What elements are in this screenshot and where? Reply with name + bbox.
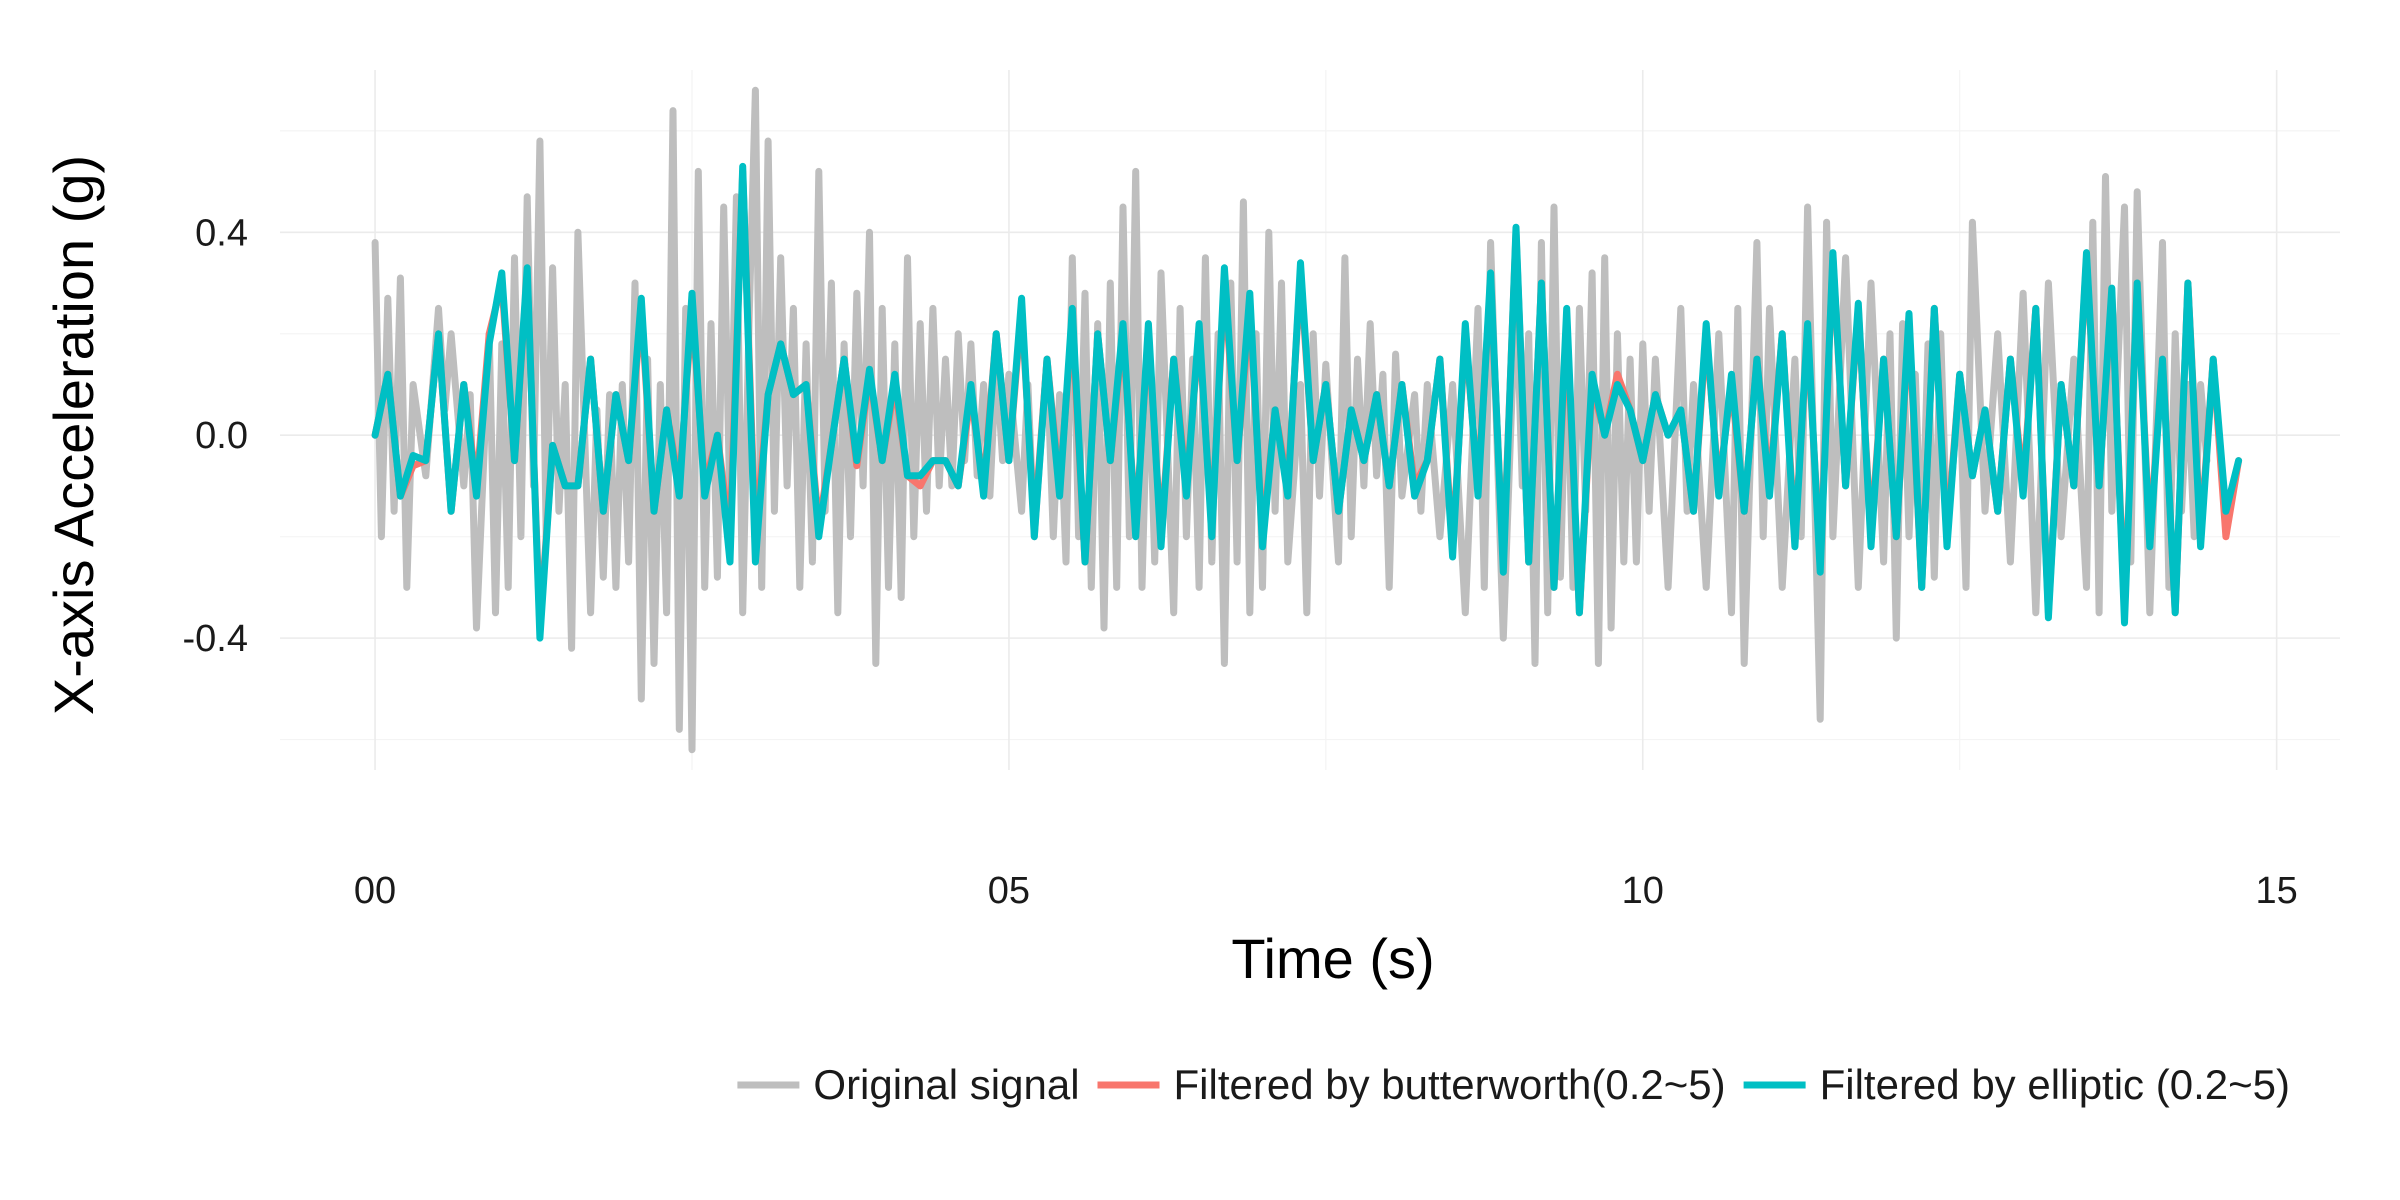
legend-item: Filtered by butterworth(0.2~5)	[1097, 1061, 1726, 1108]
y-tick-label: 0.0	[195, 415, 248, 457]
legend-item: Filtered by elliptic (0.2~5)	[1743, 1061, 2290, 1108]
y-axis-title: X-axis Acceleration (g)	[42, 155, 105, 715]
x-tick-label: 10	[1622, 870, 1664, 912]
legend-label: Filtered by butterworth(0.2~5)	[1174, 1061, 1726, 1108]
series-layer	[371, 86, 2243, 754]
x-tick-label: 05	[988, 870, 1030, 912]
x-axis-ticks: 00 05 10 15	[354, 870, 2298, 912]
x-axis-title: Time (s)	[1231, 927, 1434, 990]
x-tick-label: 00	[354, 870, 396, 912]
legend: Original signal Filtered by butterworth(0…	[737, 1061, 2290, 1108]
series-line-original-signal	[371, 86, 2211, 754]
y-axis-ticks: -0.4 0.0 0.4	[183, 212, 248, 660]
y-tick-label: 0.4	[195, 212, 248, 254]
y-tick-label: -0.4	[183, 618, 248, 660]
legend-item: Original signal	[737, 1061, 1080, 1108]
legend-label: Filtered by elliptic (0.2~5)	[1820, 1061, 2290, 1108]
series-line-filtered-by-elliptic-0-2-5	[371, 162, 2243, 642]
x-tick-label: 15	[2255, 870, 2297, 912]
legend-label: Original signal	[813, 1061, 1079, 1108]
